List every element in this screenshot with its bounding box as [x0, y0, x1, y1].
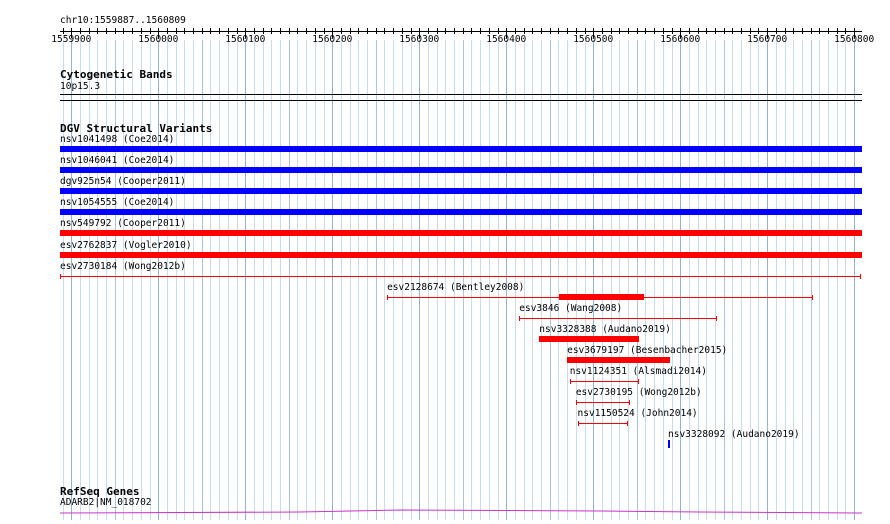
dgv-feature-line[interactable]	[519, 317, 717, 319]
cytoband-label[interactable]: 10p15.3	[60, 81, 101, 92]
dgv-feature-bar[interactable]	[539, 335, 640, 342]
dgv-feature-line[interactable]	[575, 402, 630, 404]
dgv-feature-label[interactable]: nsv1046041 (Coe2014)	[60, 155, 175, 167]
ruler-tick-label: 1559900	[51, 34, 92, 45]
dgv-feature-label[interactable]: nsv3328092 (Audano2019)	[668, 429, 800, 441]
dgv-feature-label[interactable]: nsv1041498 (Coe2014)	[60, 134, 175, 145]
dgv-feature-end-cap	[628, 400, 630, 406]
dgv-feature-bar[interactable]	[60, 188, 862, 195]
dgv-feature-end-cap	[627, 421, 628, 427]
dgv-feature-bar[interactable]	[60, 251, 862, 258]
ruler-tick-label: 1560200	[312, 34, 353, 45]
dgv-feature-label[interactable]: nsv3328388 (Audano2019)	[539, 323, 671, 335]
dgv-feature-line[interactable]	[577, 423, 628, 425]
cytoband-track-title[interactable]: Cytogenetic Bands	[60, 68, 173, 81]
dgv-feature-line[interactable]	[60, 275, 862, 277]
dgv-feature-label[interactable]: esv2128674 (Bentley2008)	[387, 281, 525, 293]
refseq-track-title[interactable]: RefSeq Genes	[60, 485, 140, 498]
ruler-tick-label: 1560400	[486, 34, 527, 45]
dgv-feature-label[interactable]: esv2762837 (Vogler2010)	[60, 239, 192, 251]
dgv-feature-bar[interactable]	[60, 209, 862, 216]
cytoband-bar-top[interactable]	[60, 94, 862, 95]
dgv-feature-label[interactable]: nsv1150524 (John2014)	[577, 408, 698, 420]
cytoband-bar-bottom[interactable]	[60, 100, 862, 101]
dgv-feature-bar[interactable]	[60, 230, 862, 237]
dgv-feature-label[interactable]: nsv1054555 (Coe2014)	[60, 197, 175, 209]
dgv-feature-label[interactable]: esv2730195 (Wong2012b)	[575, 387, 702, 399]
refseq-gene-label[interactable]: ADARB2|NM_018702	[60, 497, 152, 508]
dgv-feature-bar[interactable]	[567, 357, 670, 363]
dgv-feature-bar[interactable]	[60, 167, 862, 174]
dgv-feature-label[interactable]: nsv549792 (Cooper2011)	[60, 218, 186, 230]
dgv-feature-end-cap	[577, 421, 579, 427]
dgv-feature-label[interactable]: esv3679197 (Besenbacher2015)	[567, 345, 728, 356]
dgv-feature-end-cap	[387, 294, 389, 300]
region-label: chr10:1559887..1560809	[60, 15, 186, 26]
dgv-feature-end-cap	[60, 273, 61, 279]
dgv-feature-end-cap	[569, 379, 571, 385]
dgv-feature-label[interactable]: dgv925n54 (Cooper2011)	[60, 176, 186, 188]
dgv-feature-end-cap	[715, 315, 717, 321]
ruler-tick-label: 1560100	[225, 34, 266, 45]
ruler-tick-label: 1560300	[399, 34, 440, 45]
dgv-feature-line[interactable]	[569, 381, 640, 383]
dgv-feature-thick-segment[interactable]	[559, 293, 644, 300]
dgv-track-title[interactable]: DGV Structural Variants	[60, 122, 213, 135]
dgv-feature-end-cap	[860, 273, 862, 279]
dgv-feature-label[interactable]: nsv1124351 (Alsmadi2014)	[569, 366, 707, 378]
dgv-feature-end-cap	[638, 379, 640, 385]
dgv-feature-label[interactable]: esv3846 (Wang2008)	[519, 302, 623, 314]
refseq-gene-line[interactable]	[0, 505, 890, 517]
dgv-feature-label[interactable]: esv2730184 (Wong2012b)	[60, 260, 186, 272]
dgv-feature-end-cap	[812, 294, 814, 300]
dgv-feature-end-cap	[575, 400, 577, 406]
ruler-tick-label: 1560500	[573, 34, 614, 45]
ruler-line	[60, 31, 862, 32]
dgv-feature-end-cap	[519, 315, 521, 321]
ruler-tick-label: 1560800	[834, 34, 875, 45]
ruler-tick-label: 1560000	[138, 34, 179, 45]
ruler-tick-label: 1560700	[747, 34, 788, 45]
dgv-feature-bar[interactable]	[668, 440, 671, 449]
ruler-tick-label: 1560600	[660, 34, 701, 45]
refseq-intron-line[interactable]	[59, 509, 863, 514]
dgv-feature-bar[interactable]	[60, 146, 862, 152]
